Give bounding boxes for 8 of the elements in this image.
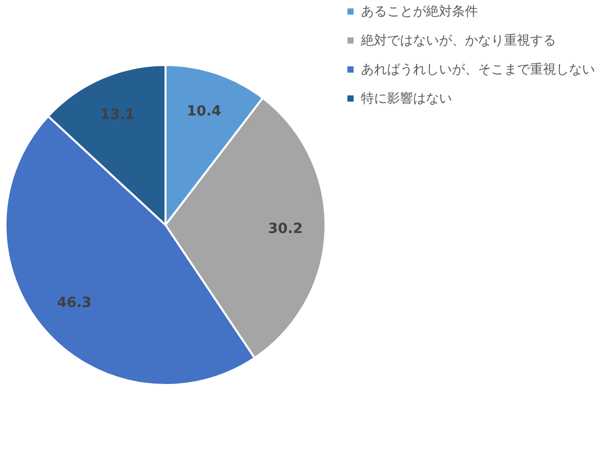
legend-label: あることが絶対条件 [361, 4, 478, 20]
legend-label: あればうれしいが、そこまで重視しない [361, 62, 595, 78]
data-label: 13.1 [100, 107, 135, 124]
legend-label: 特に影響はない [361, 92, 452, 106]
data-label: 10.4 [186, 103, 222, 120]
legend-label: 絶対ではないが、かなり重視する [360, 32, 556, 48]
data-label: 30.2 [268, 220, 303, 237]
data-label: 46.3 [56, 294, 92, 311]
